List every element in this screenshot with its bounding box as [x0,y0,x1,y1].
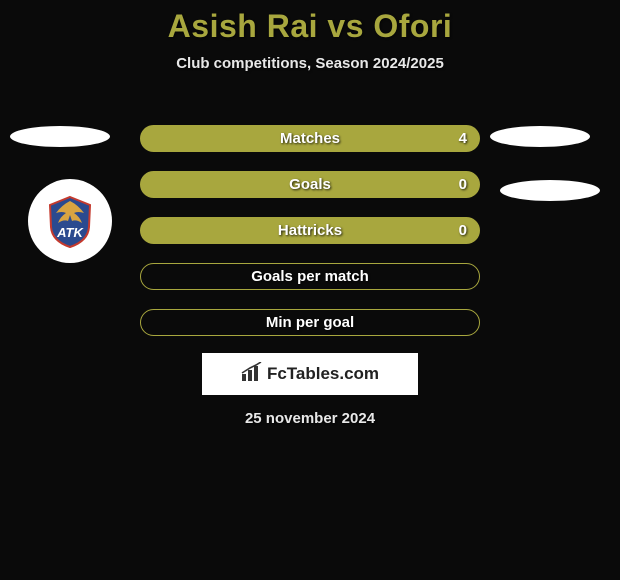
stat-bar-label: Goals per match [251,268,369,285]
page-title: Asish Rai vs Ofori [0,0,620,45]
stats-bars: Matches 4 Goals 0 Hattricks 0 Goals per match M… [140,125,480,355]
svg-text:ATK: ATK [56,225,84,240]
stat-bar: Hattricks 0 [140,217,480,244]
player-left-ellipse-top [10,126,110,147]
player-right-ellipse-top [490,126,590,147]
club-logo-left: ATK [28,179,112,263]
stat-bar: Goals per match [140,263,480,290]
watermark: FcTables.com [202,353,418,395]
stat-bar-label: Goals [289,176,331,193]
date-text: 25 november 2024 [0,410,620,427]
bars-icon [241,362,263,387]
stat-bar: Min per goal [140,309,480,336]
stat-bar-value: 4 [459,130,467,147]
stat-bar-value: 0 [459,222,467,239]
player-right-ellipse-mid [500,180,600,201]
watermark-text: FcTables.com [267,364,379,384]
stat-bar: Matches 4 [140,125,480,152]
stat-bar-label: Min per goal [266,314,354,331]
stat-bar-label: Matches [280,130,340,147]
page-subtitle: Club competitions, Season 2024/2025 [0,55,620,72]
stat-bar: Goals 0 [140,171,480,198]
stat-bar-value: 0 [459,176,467,193]
atk-club-logo-icon: ATK [40,191,100,251]
stat-bar-label: Hattricks [278,222,342,239]
